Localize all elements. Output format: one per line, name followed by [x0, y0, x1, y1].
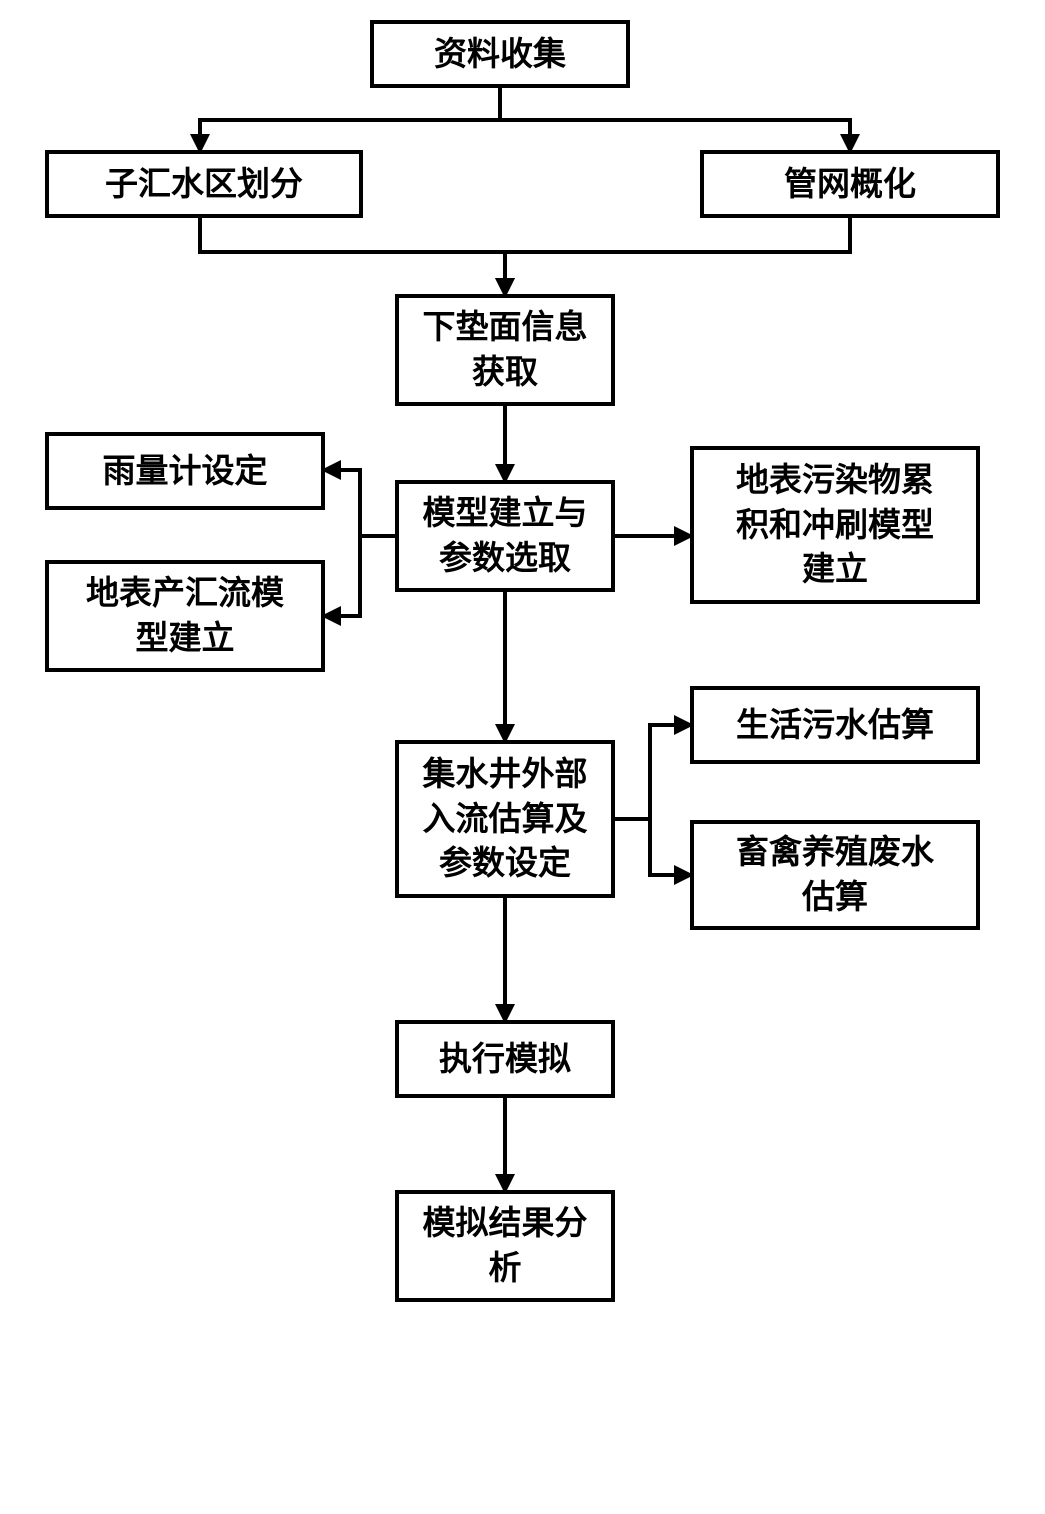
flow-node-n4: 下垫面信息获取: [395, 294, 615, 406]
flow-node-n8: 地表污染物累积和冲刷模型建立: [690, 446, 980, 604]
flow-node-label: 模型建立与参数选取: [423, 491, 588, 580]
flow-node-label: 管网概化: [784, 162, 916, 207]
flow-node-n3: 管网概化: [700, 150, 1000, 218]
flow-node-n1: 资料收集: [370, 20, 630, 88]
edge-n1-n2: [200, 88, 500, 150]
edge-n7-n5: [325, 470, 395, 536]
flow-node-label: 下垫面信息获取: [423, 305, 588, 394]
flow-node-n13: 模拟结果分析: [395, 1190, 615, 1302]
flow-node-label: 集水井外部入流估算及参数设定: [423, 752, 588, 886]
flow-node-label: 雨量计设定: [103, 449, 268, 494]
flow-node-label: 模拟结果分析: [423, 1201, 588, 1290]
flow-node-label: 生活污水估算: [736, 703, 934, 748]
edge-n1-n3: [500, 88, 850, 150]
edge-n7-n6: [325, 536, 395, 616]
flow-node-n12: 执行模拟: [395, 1020, 615, 1098]
edge-n3-n4: [505, 218, 850, 294]
flow-node-n5: 雨量计设定: [45, 432, 325, 510]
flow-node-n2: 子汇水区划分: [45, 150, 363, 218]
flow-node-label: 子汇水区划分: [105, 162, 303, 207]
flow-node-label: 地表产汇流模型建立: [86, 571, 284, 660]
flow-node-label: 畜禽养殖废水估算: [736, 830, 934, 919]
edge-n9-n10: [615, 725, 690, 819]
flow-node-label: 资料收集: [434, 32, 566, 77]
flow-node-n10: 生活污水估算: [690, 686, 980, 764]
flow-node-label: 地表污染物累积和冲刷模型建立: [736, 458, 934, 592]
edge-n2-n4: [200, 218, 505, 294]
edge-n9-n11: [615, 819, 690, 875]
flow-node-n6: 地表产汇流模型建立: [45, 560, 325, 672]
flow-node-n7: 模型建立与参数选取: [395, 480, 615, 592]
flow-node-n9: 集水井外部入流估算及参数设定: [395, 740, 615, 898]
flow-node-label: 执行模拟: [439, 1037, 571, 1082]
flow-node-n11: 畜禽养殖废水估算: [690, 820, 980, 930]
